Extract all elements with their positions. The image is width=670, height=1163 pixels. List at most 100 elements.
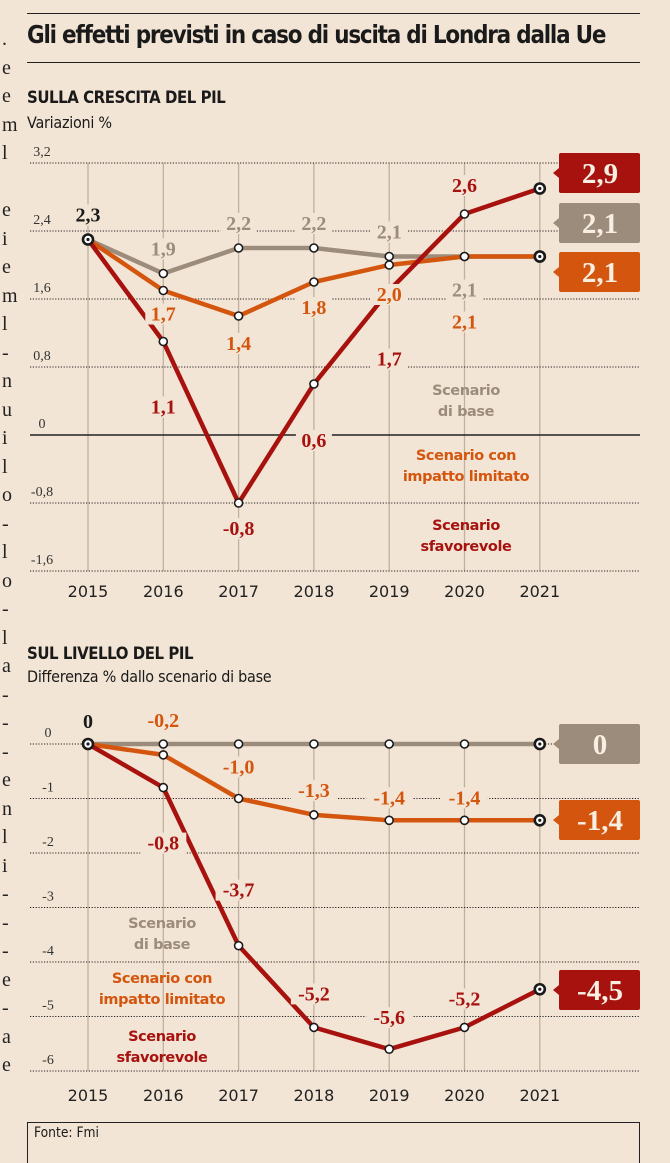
- y-tick-label: 3,2: [33, 145, 51, 160]
- chart2-subtitle: Differenza % dallo scenario di base: [27, 667, 272, 686]
- end-value-badge-adverse: 2,9: [553, 153, 640, 193]
- data-point: [309, 739, 319, 749]
- edge-glyph: n: [2, 797, 12, 820]
- endpoint-marker-dot: [86, 237, 90, 242]
- legend-label-limited: impatto limitato: [403, 469, 530, 485]
- data-point: [309, 810, 319, 820]
- x-tick-label: 2021: [519, 582, 560, 601]
- badge-value: 2,1: [582, 257, 618, 289]
- edge-glyph: l: [2, 313, 8, 335]
- edge-glyph: l: [2, 142, 8, 164]
- data-point: [459, 739, 470, 749]
- y-tick-label: 2,4: [33, 213, 51, 228]
- badge-value: -4,5: [577, 975, 623, 1007]
- y-tick-label: -4: [42, 944, 54, 959]
- edge-glyph: e: [2, 56, 11, 79]
- legend-label-adverse: sfavorevole: [117, 1050, 209, 1066]
- value-label-bg: [366, 1007, 413, 1029]
- y-tick-label: -5: [42, 999, 54, 1014]
- data-point: [233, 793, 244, 804]
- value-label-bg: [295, 213, 332, 234]
- edge-glyph: e: [2, 85, 11, 107]
- edge-glyph: i: [2, 227, 8, 250]
- value-label-bg: [290, 779, 337, 801]
- value-label-bg: [290, 983, 337, 1005]
- value-label: 1,4: [226, 333, 251, 355]
- value-label-bg: [145, 238, 182, 260]
- chart2-title: SUL LIVELLO DEL PIL: [27, 644, 194, 664]
- value-label: -1,0: [223, 757, 255, 779]
- value-label: -0,8: [147, 833, 179, 855]
- edge-glyph: ‑: [2, 940, 9, 962]
- value-label: -3,7: [223, 880, 255, 902]
- value-label-bg: [215, 879, 262, 901]
- value-label-bg: [446, 311, 483, 333]
- data-point: [384, 739, 395, 749]
- value-label: -0,8: [223, 518, 255, 540]
- data-point: [459, 251, 470, 262]
- value-label: -5,6: [373, 1007, 405, 1029]
- badge-notch: [553, 218, 559, 228]
- x-tick-label: 2018: [294, 582, 335, 601]
- value-label: 1,9: [151, 239, 176, 261]
- value-label: 2,1: [452, 280, 477, 302]
- legend-label-limited: impatto limitato: [99, 992, 226, 1008]
- value-label-bg: [140, 709, 187, 731]
- value-label: 2,2: [226, 213, 251, 235]
- y-tick-label: 0,8: [33, 349, 51, 364]
- x-tick-label: 2015: [68, 582, 109, 601]
- edge-glyph: o: [2, 569, 12, 592]
- value-label: -0,2: [147, 710, 179, 732]
- edge-glyph: l: [2, 455, 8, 478]
- value-label-bg: [215, 756, 262, 778]
- x-tick-label: 2019: [369, 1086, 410, 1105]
- badge-box: [559, 800, 640, 840]
- endpoint-marker-dot: [538, 742, 542, 746]
- data-point: [158, 782, 169, 793]
- value-label: 1,7: [377, 349, 402, 371]
- value-label-bg: [220, 213, 257, 234]
- data-point: [233, 739, 244, 749]
- value-label-bg: [371, 221, 408, 243]
- edge-glyph: i: [2, 854, 8, 877]
- edge-glyph: ‑: [2, 341, 9, 364]
- value-label: 2,2: [301, 213, 326, 235]
- value-label: -1,4: [373, 787, 405, 809]
- value-label-bg: [295, 297, 332, 318]
- value-label-bg: [441, 787, 488, 809]
- edge-glyph: l: [2, 626, 8, 649]
- data-point: [309, 1022, 319, 1033]
- legend-label-base: Scenario: [432, 383, 500, 399]
- data-point: [233, 243, 244, 253]
- data-point: [158, 750, 169, 760]
- legend-label-base: di base: [438, 404, 495, 420]
- data-point: [459, 1022, 470, 1033]
- x-tick-label: 2020: [444, 1086, 485, 1105]
- value-label-bg: [371, 348, 408, 370]
- value-label: 1,7: [151, 304, 176, 326]
- data-point: [309, 379, 319, 389]
- badge-notch: [553, 267, 559, 277]
- edge-glyph: .: [2, 28, 7, 50]
- chart1-subtitle: Variazioni %: [27, 113, 112, 132]
- source-text: Fonte: Fmi: [34, 1125, 99, 1141]
- value-label-bg: [140, 832, 187, 854]
- edge-glyph: l: [2, 826, 8, 848]
- legend-label-adverse: Scenario: [432, 518, 500, 534]
- endpoint-marker-dot: [86, 742, 90, 746]
- legend-label-adverse: sfavorevole: [421, 539, 513, 555]
- edge-glyph: ‑: [2, 997, 9, 1019]
- badge-box: [559, 252, 640, 292]
- y-tick-label: -1: [42, 781, 54, 796]
- value-label-bg: [78, 711, 98, 732]
- source-box: Fonte: Fmi: [27, 1122, 640, 1163]
- header-rule-top: [27, 13, 640, 14]
- badge-value: 2,9: [582, 158, 618, 190]
- x-tick-label: 2017: [218, 1086, 259, 1105]
- data-point: [158, 739, 169, 749]
- page-title: Gli effetti previsti in caso di uscita d…: [27, 20, 607, 49]
- data-point: [158, 268, 169, 279]
- y-tick-label: -1,6: [31, 553, 53, 568]
- chart1-title: SULLA CRESCITA DEL PIL: [27, 88, 226, 108]
- badge-box: [559, 203, 640, 243]
